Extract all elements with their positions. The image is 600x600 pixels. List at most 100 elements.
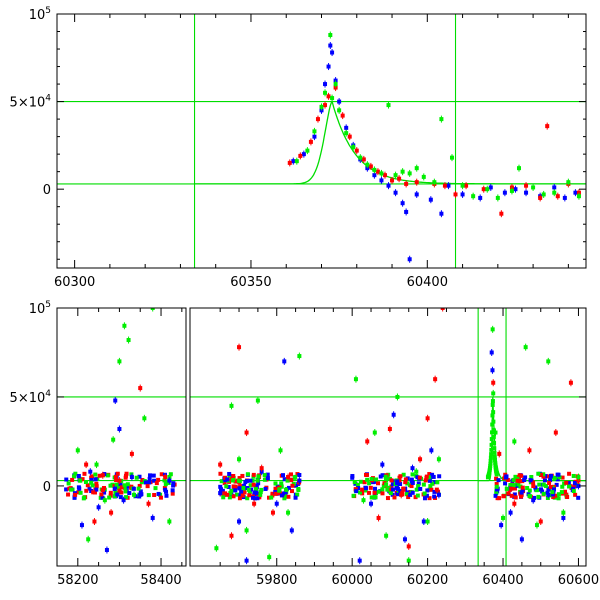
data-point [410, 466, 415, 471]
data-point [367, 481, 372, 486]
data-point [249, 487, 254, 492]
data-point [545, 124, 550, 129]
data-point [527, 448, 532, 453]
data-point [492, 441, 497, 446]
data-point [541, 192, 546, 197]
data-point [543, 484, 548, 489]
data-point [378, 474, 383, 479]
data-point [233, 479, 238, 484]
data-point [319, 104, 324, 109]
data-point [347, 134, 352, 139]
x-tick-label: 60350 [230, 275, 271, 290]
data-point [129, 475, 134, 480]
data-point [77, 486, 82, 491]
data-point [573, 190, 578, 195]
data-point [491, 391, 496, 396]
data-point [497, 451, 502, 456]
y-tick-label: 105 [29, 300, 51, 317]
data-point [353, 487, 358, 492]
data-point [386, 183, 391, 188]
data-point [568, 380, 573, 385]
data-point [301, 152, 306, 157]
data-point [252, 501, 257, 506]
data-point [265, 472, 270, 477]
left-segment-plot-area [57, 308, 186, 554]
data-point [395, 394, 400, 399]
y-tick-label-exponent: 4 [45, 389, 51, 399]
data-point [273, 491, 278, 496]
data-point [278, 448, 283, 453]
data-point [488, 455, 493, 460]
data-point [494, 489, 499, 494]
data-point [102, 490, 107, 495]
data-point [289, 478, 294, 483]
data-point [537, 482, 542, 487]
data-point [150, 515, 155, 520]
data-point [66, 492, 71, 497]
data-point [373, 495, 378, 500]
data-point [76, 473, 81, 478]
data-point [219, 479, 224, 484]
data-point [421, 519, 426, 524]
data-point [552, 185, 557, 190]
data-point [286, 475, 291, 480]
data-point [237, 496, 242, 501]
data-point [404, 209, 409, 214]
data-point [358, 155, 363, 160]
data-point [516, 166, 521, 171]
data-point [494, 484, 499, 489]
data-point [487, 466, 492, 471]
data-point [115, 492, 120, 497]
data-point [395, 492, 400, 497]
data-point [228, 491, 233, 496]
data-point [407, 171, 412, 176]
data-point [109, 510, 114, 515]
data-point [292, 475, 297, 480]
data-point [533, 485, 538, 490]
data-point [82, 471, 87, 476]
data-point [218, 471, 223, 476]
data-point [365, 439, 370, 444]
data-point [427, 478, 432, 483]
data-point [432, 494, 437, 499]
data-point [436, 489, 441, 494]
data-point [330, 96, 335, 101]
data-point [153, 486, 158, 491]
data-point [512, 486, 517, 491]
data-point [248, 483, 253, 488]
data-point [436, 457, 441, 462]
data-point [552, 190, 557, 195]
data-point [519, 490, 524, 495]
data-point [489, 437, 494, 442]
data-point [358, 479, 363, 484]
data-point [383, 474, 388, 479]
data-point [171, 481, 176, 486]
data-point [373, 479, 378, 484]
data-point [70, 477, 75, 482]
data-point [114, 477, 119, 482]
data-point [239, 489, 244, 494]
data-point [405, 481, 410, 486]
data-point [492, 450, 497, 455]
data-point [122, 323, 127, 328]
data-point [520, 488, 525, 493]
data-point [163, 482, 168, 487]
data-point [259, 487, 264, 492]
data-point [374, 477, 379, 482]
data-point [247, 489, 252, 494]
data-point [519, 494, 524, 499]
data-point [365, 162, 370, 167]
data-point [241, 488, 246, 493]
data-point [233, 484, 238, 489]
data-point [328, 33, 333, 38]
data-point [389, 478, 394, 483]
data-point [86, 537, 91, 542]
data-point [372, 167, 377, 172]
data-point [81, 496, 86, 501]
y-tick-label: 5×104 [10, 389, 52, 406]
data-point [389, 484, 394, 489]
data-point [446, 183, 451, 188]
data-point [432, 180, 437, 185]
data-point [117, 478, 122, 483]
data-point [436, 492, 441, 497]
